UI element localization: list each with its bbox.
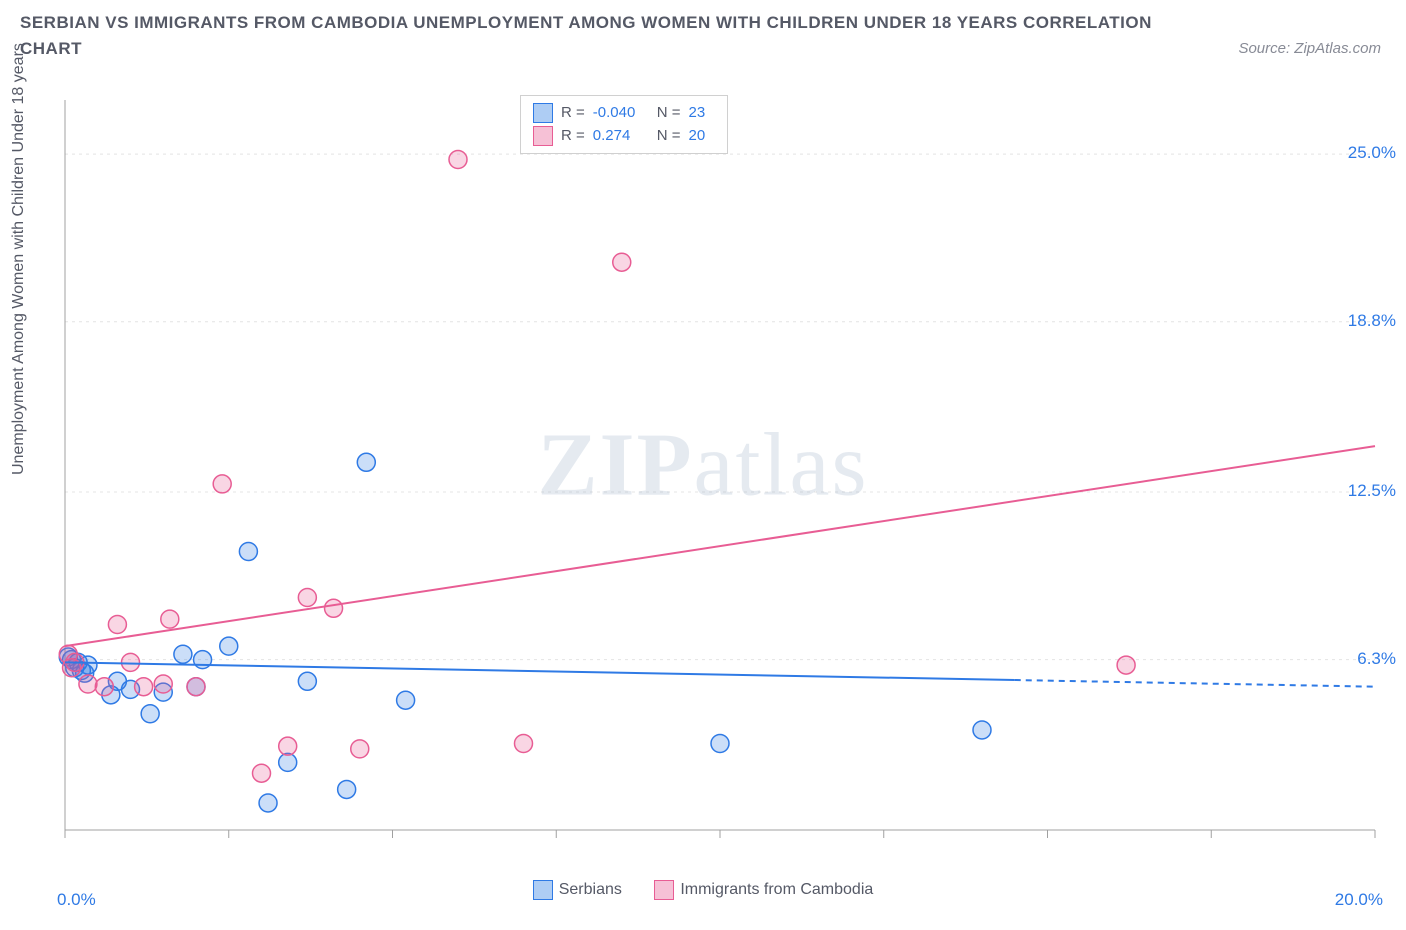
y-tick: 12.5%: [1348, 481, 1396, 501]
stat-n-value-cambodia: 20: [689, 125, 715, 148]
stat-n-label: N =: [657, 102, 681, 125]
legend-bottom: Serbians Immigrants from Cambodia: [0, 880, 1406, 905]
stats-row-serbians: R = -0.040 N = 23: [533, 102, 715, 125]
chart-container: SERBIAN VS IMMIGRANTS FROM CAMBODIA UNEM…: [0, 0, 1406, 930]
stats-legend: R = -0.040 N = 23 R = 0.274 N = 20: [520, 95, 728, 154]
swatch-cambodia-icon: [654, 880, 674, 900]
stat-r-value-cambodia: 0.274: [593, 125, 649, 148]
stat-n-value-serbians: 23: [689, 102, 715, 125]
stat-r-value-serbians: -0.040: [593, 102, 649, 125]
legend-label-serbians: Serbians: [559, 881, 622, 899]
legend-label-cambodia: Immigrants from Cambodia: [680, 881, 873, 899]
y-tick: 25.0%: [1348, 143, 1396, 163]
stat-r-label: R =: [561, 102, 585, 125]
stat-n-label: N =: [657, 125, 681, 148]
swatch-serbians-icon: [533, 880, 553, 900]
y-tick: 18.8%: [1348, 311, 1396, 331]
y-axis-label: Unemployment Among Women with Children U…: [10, 43, 28, 475]
chart-source: Source: ZipAtlas.com: [1238, 40, 1381, 57]
scatter-svg: [55, 90, 1385, 860]
legend-entry-serbians: Serbians: [533, 880, 622, 900]
y-tick: 6.3%: [1357, 649, 1396, 669]
stat-r-label: R =: [561, 125, 585, 148]
stats-row-cambodia: R = 0.274 N = 20: [533, 125, 715, 148]
plot-area: [55, 90, 1385, 860]
swatch-cambodia: [533, 126, 553, 146]
chart-title: SERBIAN VS IMMIGRANTS FROM CAMBODIA UNEM…: [20, 10, 1186, 61]
swatch-serbians: [533, 103, 553, 123]
legend-entry-cambodia: Immigrants from Cambodia: [654, 880, 873, 900]
